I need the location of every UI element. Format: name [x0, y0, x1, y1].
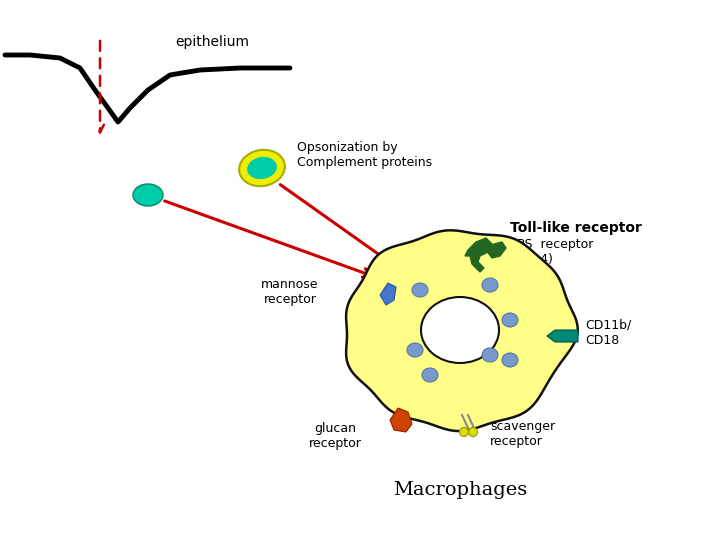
Ellipse shape [502, 353, 518, 367]
Ellipse shape [422, 368, 438, 382]
Ellipse shape [407, 343, 423, 357]
Ellipse shape [482, 348, 498, 362]
Ellipse shape [247, 157, 277, 179]
Text: glucan
receptor: glucan receptor [309, 422, 361, 450]
Polygon shape [486, 242, 506, 258]
Ellipse shape [482, 278, 498, 292]
Polygon shape [346, 231, 577, 431]
Ellipse shape [412, 283, 428, 297]
Polygon shape [390, 408, 412, 432]
Text: LPS  receptor
(CD14): LPS receptor (CD14) [510, 238, 593, 266]
Text: Opsonization by
Complement proteins: Opsonization by Complement proteins [297, 141, 432, 169]
Ellipse shape [133, 184, 163, 206]
Text: CD11b/
CD18: CD11b/ CD18 [585, 319, 631, 347]
Ellipse shape [459, 428, 469, 436]
Polygon shape [547, 330, 578, 342]
Text: Macrophages: Macrophages [393, 481, 527, 499]
Ellipse shape [469, 428, 477, 436]
Ellipse shape [239, 150, 285, 186]
Text: epithelium: epithelium [175, 35, 249, 49]
Ellipse shape [421, 297, 499, 363]
Text: scavenger
receptor: scavenger receptor [490, 420, 555, 448]
Ellipse shape [502, 313, 518, 327]
Text: mannose
receptor: mannose receptor [261, 278, 319, 306]
Polygon shape [465, 238, 492, 272]
Polygon shape [380, 283, 396, 305]
Text: Toll-like receptor: Toll-like receptor [510, 221, 642, 235]
